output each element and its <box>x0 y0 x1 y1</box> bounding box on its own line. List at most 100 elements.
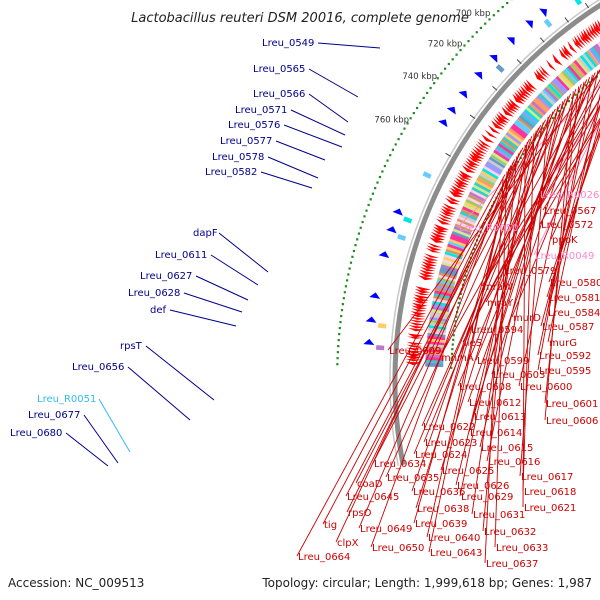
forward-cds-arrow <box>430 234 446 241</box>
right-label-leader <box>547 92 600 343</box>
right-gene-label: Lreu_0622 <box>423 422 475 433</box>
label-leader-layer <box>65 42 600 564</box>
gc-content-dot <box>464 274 467 277</box>
forward-cds-arrow <box>533 71 545 83</box>
forward-cds-arrow <box>491 120 504 130</box>
right-gene-label: Lreu_0617 <box>521 472 573 483</box>
gc-content-dot <box>351 255 354 258</box>
cog-class-block <box>480 170 498 182</box>
forward-cds-arrow <box>592 22 600 35</box>
right-label-leader <box>322 147 524 525</box>
gc-content-dot <box>381 170 384 173</box>
cog-class-block <box>458 213 477 225</box>
gc-content-dot <box>336 357 339 360</box>
gc-content-dot <box>345 279 349 282</box>
right-gene-label: coaD <box>357 479 383 490</box>
gc-content-dot <box>450 366 453 369</box>
forward-cds-arrow <box>468 152 483 162</box>
left-gene-label: rpsT <box>120 341 143 352</box>
right-label-leader <box>542 117 600 211</box>
gc-content-dot <box>447 62 450 66</box>
forward-cds-arrow <box>585 27 595 41</box>
forward-cds-arrow <box>413 294 430 300</box>
cog-class-block <box>566 65 582 82</box>
right-gene-label: Lreu_0609 <box>389 346 441 357</box>
forward-cds-arrow <box>497 111 511 122</box>
gc-content-dot <box>356 238 359 241</box>
gc-content-dot <box>450 352 454 355</box>
gc-content-dot <box>561 106 564 109</box>
right-label-leader <box>540 104 600 327</box>
gc-content-dot <box>585 84 588 87</box>
gc-content-dot <box>337 339 340 342</box>
cog-class-block <box>549 81 565 97</box>
cog-class-block <box>508 127 525 142</box>
forward-cds-arrow <box>410 313 426 318</box>
cog-class-block <box>477 175 495 188</box>
gc-content-dot <box>492 14 495 17</box>
cog-class-block <box>456 218 475 228</box>
right-label-leader <box>370 165 512 548</box>
left-label-leader <box>267 156 319 179</box>
forward-cds-arrow <box>405 353 422 358</box>
forward-cds-arrow <box>563 44 574 57</box>
forward-cds-arrow <box>512 93 525 105</box>
cog-class-block <box>539 91 556 106</box>
reverse-cds-arrow <box>489 54 498 63</box>
gc-content-dot <box>578 90 581 93</box>
gc-content-dot <box>436 77 439 80</box>
forward-cds-arrow <box>481 133 495 144</box>
right-label-leader <box>518 81 585 387</box>
right-label-leader <box>423 98 566 443</box>
kbp-tick-mark <box>445 152 451 157</box>
forward-cds-arrow <box>408 327 425 332</box>
forward-cds-arrow <box>408 322 425 326</box>
right-label-leader <box>484 177 504 564</box>
forward-cds-arrow <box>467 155 482 164</box>
gc-content-dot <box>471 35 474 38</box>
left-gene-label: Lreu_0677 <box>28 410 80 421</box>
cog-class-block <box>519 113 536 128</box>
forward-cds-arrow <box>552 53 563 66</box>
forward-cds-arrow <box>461 165 476 174</box>
forward-cds-arrow <box>420 264 437 269</box>
gc-content-dot <box>412 111 415 115</box>
gc-content-dot <box>506 176 510 179</box>
right-label-leader <box>538 108 600 195</box>
forward-cds-arrow <box>419 266 436 272</box>
gc-content-dot <box>457 301 460 305</box>
right-label-leader <box>533 120 600 256</box>
forward-cds-arrow <box>407 336 424 340</box>
left-label-leader <box>65 432 109 467</box>
forward-cds-arrow <box>423 255 439 261</box>
cog-class-block <box>473 182 492 194</box>
right-gene-label: Lreu_0640 <box>428 533 480 544</box>
right-label-leader <box>494 171 508 548</box>
gc-content-dot <box>452 334 455 337</box>
right-label-leader <box>479 101 564 448</box>
right-gene-label: murD <box>513 313 541 324</box>
gc-content-dot <box>397 138 400 141</box>
reverse-cds-arrow <box>378 251 390 259</box>
gc-content-dot <box>450 362 453 365</box>
cog-class-block <box>509 125 527 141</box>
forward-cds-arrow <box>405 361 422 366</box>
cog-class-block <box>518 115 535 130</box>
gc-content-dot <box>340 309 344 312</box>
cog-class-block <box>504 132 522 147</box>
gc-content-dot <box>342 297 345 300</box>
right-gene-label: Lreu_0623 <box>425 438 477 449</box>
cog-class-block <box>493 147 512 162</box>
gc-content-dot <box>466 265 470 268</box>
kbp-tick-mark <box>469 114 476 119</box>
forward-cds-arrow <box>459 170 474 178</box>
kbp-tick-layer: 600 kbp620 kbp640 kbp660 kbp680 kbp700 k… <box>374 2 590 157</box>
gc-content-dot <box>369 198 372 201</box>
cog-class-block <box>514 119 532 135</box>
gc-content-dot <box>463 44 466 47</box>
cog-class-block <box>457 216 476 227</box>
right-label-leader <box>471 141 528 515</box>
forward-cds-arrow <box>574 35 584 49</box>
left-gene-label: Lreu_0577 <box>220 136 272 147</box>
cog-class-block <box>439 269 458 278</box>
